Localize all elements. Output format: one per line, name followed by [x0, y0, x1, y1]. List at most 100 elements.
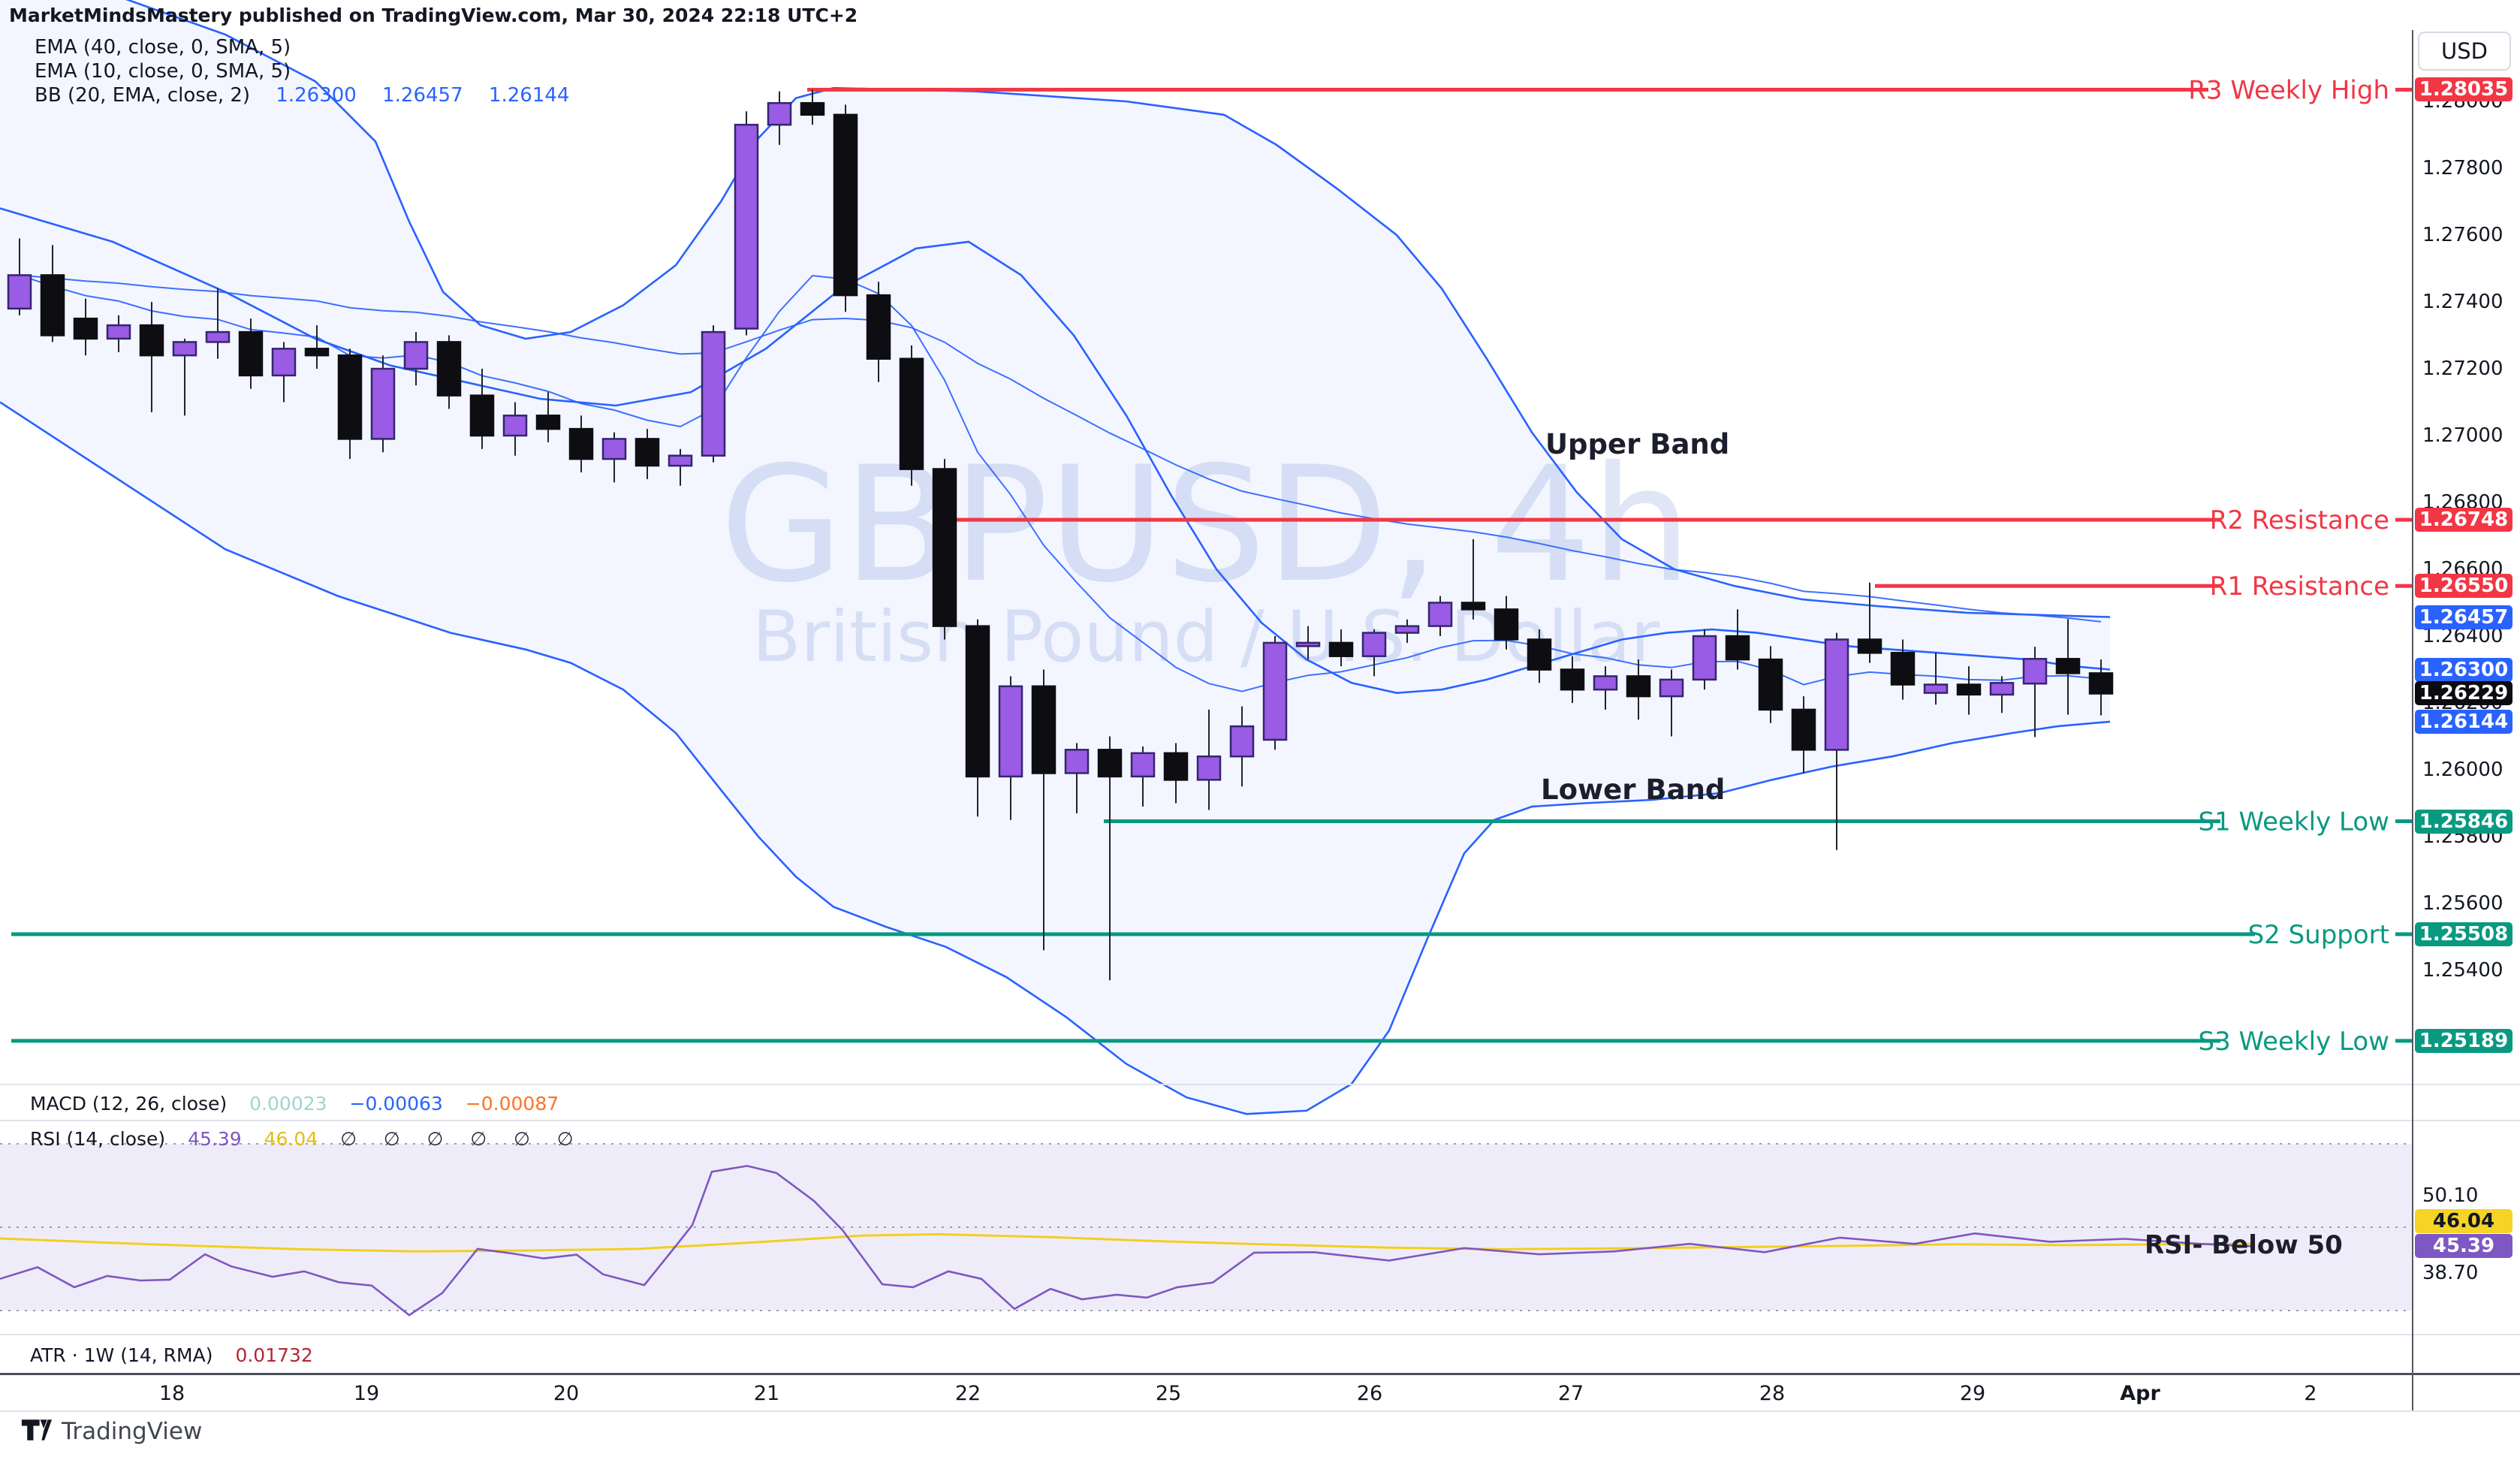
level-line-s2[interactable] [11, 932, 2255, 937]
candle-body [502, 415, 528, 437]
candle-body [205, 330, 231, 343]
candle-body [2088, 672, 2114, 695]
time-tick-25: 25 [1155, 1382, 1182, 1405]
macd-label: MACD (12, 26, close) [30, 1093, 228, 1115]
price-badge-1.28035: 1.28035 [2415, 77, 2512, 101]
time-tick-2: 2 [2304, 1382, 2317, 1405]
price-badge-1.25846: 1.25846 [2415, 810, 2512, 834]
separator-main-macd [0, 1084, 2520, 1085]
rsi-line [0, 1165, 2253, 1317]
candle-body [7, 274, 32, 310]
candle-body [271, 348, 297, 377]
price-badge-1.26229: 1.26229 [2415, 681, 2512, 705]
level-label-s2: S2 Support [2248, 920, 2389, 950]
candle-body [2055, 658, 2081, 674]
candle-body [1163, 752, 1189, 781]
candle-body [668, 454, 693, 467]
candle-body [833, 113, 858, 297]
candle-body [1527, 638, 1552, 671]
candle-body [1295, 641, 1321, 647]
candle-body [1361, 632, 1387, 657]
candle-body [1196, 755, 1222, 781]
candle-body [1064, 749, 1090, 774]
candle-body [73, 317, 98, 340]
rsi-value: 45.39 [188, 1128, 242, 1150]
price-badge-1.26144: 1.26144 [2415, 710, 2512, 734]
level-label-r2: R2 Resistance [2210, 505, 2389, 535]
lower-band-label: Lower Band [1541, 774, 1726, 806]
time-tick-20: 20 [553, 1382, 580, 1405]
atr-legend[interactable]: ATR · 1W (14, RMA) 0.01732 [30, 1344, 313, 1366]
price-badge-1.26550: 1.26550 [2415, 574, 2512, 598]
candle-body [370, 367, 396, 440]
level-line-s3[interactable] [11, 1039, 2220, 1043]
rsi-ma-value: 46.04 [264, 1128, 318, 1150]
level-line-r3[interactable] [807, 87, 2208, 92]
price-badge-1.26457: 1.26457 [2415, 605, 2512, 629]
footer-brand[interactable]: TradingView [21, 1418, 202, 1445]
price-badge-1.25508: 1.25508 [2415, 922, 2512, 946]
rsi-note-label: RSI- Below 50 [2145, 1230, 2343, 1260]
price-tick-label: 1.27600 [2422, 224, 2503, 246]
price-tick-label: 1.27200 [2422, 357, 2503, 380]
brand-name: TradingView [62, 1418, 203, 1445]
candle-body [1725, 635, 1750, 661]
price-tick-label: 1.25400 [2422, 959, 2503, 982]
candle-body [535, 415, 561, 430]
candle-body [2022, 658, 2048, 685]
candle-body [1494, 608, 1519, 641]
candle-body [734, 123, 759, 330]
level-line-s1[interactable] [1104, 819, 2220, 823]
separator-macd-rsi [0, 1120, 2520, 1121]
time-tick-18: 18 [158, 1382, 185, 1405]
bb-upper-value: 1.26457 [382, 84, 463, 107]
level-line-r1[interactable] [1875, 584, 2220, 588]
rsi-label: RSI (14, close) [30, 1128, 166, 1150]
time-tick-Apr: Apr [2120, 1382, 2160, 1405]
level-label-s1: S1 Weekly Low [2198, 807, 2389, 837]
level-stub-r3 [2395, 87, 2412, 92]
rsi-legend[interactable]: RSI (14, close) 45.39 46.04 ∅ ∅ ∅ ∅ ∅ ∅ [30, 1128, 584, 1150]
candle-body [1923, 683, 1949, 694]
candle-body [998, 685, 1023, 778]
candle-body [40, 274, 65, 336]
legend-bb[interactable]: BB (20, EMA, close, 2) 1.26300 1.26457 1… [35, 84, 569, 107]
candle-body [1692, 635, 1717, 681]
candle-body [337, 354, 363, 440]
ema10-line [19, 274, 2102, 692]
atr-value: 0.01732 [235, 1344, 313, 1366]
rsi-ma-line [0, 1232, 2253, 1253]
price-tick-label: 1.27000 [2422, 424, 2503, 447]
candle-body [1593, 675, 1618, 691]
candle-body [1890, 651, 1916, 686]
macd-line-value: −0.00063 [349, 1093, 443, 1115]
price-tick-label: 1.27400 [2422, 291, 2503, 313]
candle-body [800, 101, 825, 116]
candle-body [1460, 602, 1486, 611]
candle-body [238, 330, 264, 377]
currency-button[interactable]: USD [2418, 32, 2511, 71]
price-badge-1.25189: 1.25189 [2415, 1029, 2512, 1053]
atr-label: ATR · 1W (14, RMA) [30, 1344, 213, 1366]
candle-body [139, 324, 164, 357]
candle-body [635, 438, 660, 467]
level-line-r2[interactable] [939, 517, 2220, 522]
legend-ema10[interactable]: EMA (10, close, 0, SMA, 5) [35, 60, 291, 83]
candle-body [1427, 602, 1453, 627]
tradingview-logo-icon [21, 1418, 53, 1445]
legend-ema40[interactable]: EMA (40, close, 0, SMA, 5) [35, 36, 291, 59]
candle-body [1560, 668, 1585, 691]
macd-legend[interactable]: MACD (12, 26, close) 0.00023 −0.00063 −0… [30, 1093, 559, 1115]
candle-body [469, 394, 495, 437]
level-stub-s1 [2395, 819, 2412, 823]
macd-signal-value: −0.00087 [465, 1093, 559, 1115]
level-label-s3: S3 Weekly Low [2198, 1027, 2389, 1057]
bb-basis-value: 1.26300 [276, 84, 357, 107]
bb-label: BB (20, EMA, close, 2) [35, 84, 251, 107]
candle-body [1394, 625, 1420, 634]
level-label-r1: R1 Resistance [2210, 572, 2389, 602]
candle-body [1989, 682, 2015, 696]
candle-body [866, 294, 891, 360]
candle-body [701, 330, 726, 457]
